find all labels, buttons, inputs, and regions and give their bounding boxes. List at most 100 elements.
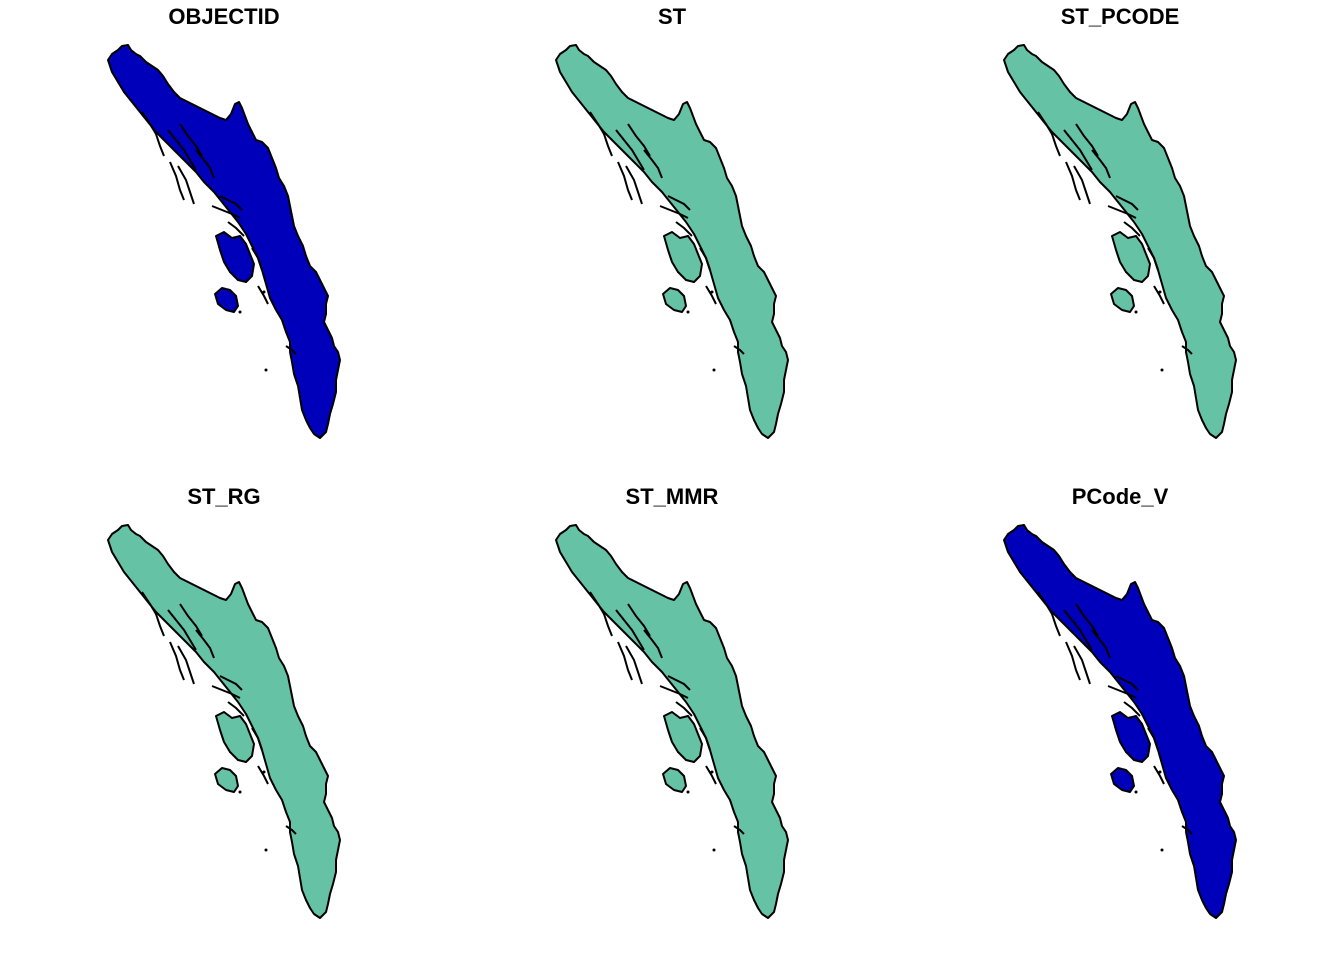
region-map xyxy=(555,44,789,439)
small-islet xyxy=(712,368,716,372)
peninsula-region xyxy=(1111,231,1151,283)
region-map xyxy=(555,524,789,919)
coastline-detail xyxy=(659,685,689,699)
coastline-detail xyxy=(1063,129,1093,171)
coastline-detail xyxy=(141,591,165,637)
coastline-detail xyxy=(179,603,203,637)
region-map xyxy=(107,524,341,919)
coastline-detail xyxy=(699,247,711,271)
coastline-detail xyxy=(1075,123,1099,157)
coastline-detail xyxy=(219,675,243,691)
panel-title: OBJECTID xyxy=(168,4,280,29)
mainland-region xyxy=(107,44,341,439)
island-region xyxy=(1110,287,1135,313)
coastline-detail xyxy=(169,641,185,681)
coastline-detail xyxy=(625,165,643,205)
coastline-detail xyxy=(177,645,195,685)
coastline-detail xyxy=(627,123,651,157)
coastline-detail xyxy=(617,641,633,681)
peninsula-region xyxy=(215,711,255,763)
mainland-region xyxy=(555,44,789,439)
small-islet xyxy=(264,848,268,852)
coastline-detail xyxy=(589,111,613,157)
coastline-detail xyxy=(1147,727,1159,751)
map-panel-st-pcode: ST_PCODE xyxy=(896,0,1344,480)
coastline-detail xyxy=(667,195,691,211)
coastline-detail xyxy=(625,645,643,685)
coastline-detail xyxy=(589,591,613,637)
small-islet xyxy=(686,790,690,794)
coastline-detail xyxy=(167,129,197,171)
coastline-detail xyxy=(1115,675,1139,691)
coastline-detail xyxy=(615,129,645,171)
small-islet xyxy=(238,310,242,314)
coastline-detail xyxy=(1147,247,1159,271)
small-islet xyxy=(1158,290,1162,294)
coastline-detail xyxy=(1073,645,1091,685)
coastline-detail xyxy=(1037,591,1061,637)
coastline-detail xyxy=(167,609,197,651)
coastline-detail xyxy=(1115,195,1139,211)
small-islet xyxy=(1134,310,1138,314)
coastline-detail xyxy=(1065,161,1081,201)
coastline-detail xyxy=(1153,285,1165,305)
coastline-detail xyxy=(1107,205,1137,219)
coastline-detail xyxy=(733,825,745,835)
coastline-detail xyxy=(659,205,689,219)
coastline-detail xyxy=(1065,641,1081,681)
region-map xyxy=(107,44,341,439)
small-islet xyxy=(1158,770,1162,774)
map-panel-st: ST xyxy=(448,0,896,480)
coastline-detail xyxy=(643,629,663,659)
coastline-detail xyxy=(1181,825,1193,835)
mainland-region xyxy=(1003,524,1237,919)
small-islet xyxy=(1134,790,1138,794)
coastline-detail xyxy=(1091,629,1111,659)
coastline-detail xyxy=(195,149,215,179)
coastline-detail xyxy=(257,285,269,305)
coastline-detail xyxy=(643,149,663,179)
small-islet xyxy=(712,848,716,852)
coastline-detail xyxy=(195,629,215,659)
coastline-detail xyxy=(733,345,745,355)
island-region xyxy=(1110,767,1135,793)
panel-title: ST_PCODE xyxy=(1060,4,1180,29)
map-panel-pcode-v: PCode_V xyxy=(896,480,1344,960)
coastline-detail xyxy=(627,603,651,637)
small-islet xyxy=(238,790,242,794)
small-islet xyxy=(264,368,268,372)
map-panel-st-mmr: ST_MMR xyxy=(448,480,896,960)
coastline-detail xyxy=(675,701,693,717)
island-region xyxy=(662,287,687,313)
small-islet xyxy=(262,770,266,774)
coastline-detail xyxy=(211,205,241,219)
coastline-detail xyxy=(615,609,645,651)
small-islet xyxy=(710,770,714,774)
peninsula-region xyxy=(663,711,703,763)
coastline-detail xyxy=(285,825,297,835)
coastline-detail xyxy=(699,727,711,751)
coastline-detail xyxy=(251,727,263,751)
panel-title: ST_MMR xyxy=(625,484,719,509)
peninsula-region xyxy=(215,231,255,283)
coastline-detail xyxy=(257,765,269,785)
mainland-region xyxy=(107,524,341,919)
coastline-detail xyxy=(1123,221,1141,237)
small-islet xyxy=(1160,848,1164,852)
coastline-detail xyxy=(169,161,185,201)
coastline-detail xyxy=(1181,345,1193,355)
island-region xyxy=(214,287,239,313)
small-islet xyxy=(1160,368,1164,372)
coastline-detail xyxy=(1091,149,1111,179)
coastline-detail xyxy=(179,123,203,157)
coastline-detail xyxy=(1037,111,1061,157)
panel-title: ST_RG xyxy=(187,484,261,509)
island-region xyxy=(214,767,239,793)
mainland-region xyxy=(1003,44,1237,439)
map-panel-st-rg: ST_RG xyxy=(0,480,448,960)
coastline-detail xyxy=(219,195,243,211)
coastline-detail xyxy=(141,111,165,157)
coastline-detail xyxy=(227,221,245,237)
coastline-detail xyxy=(1123,701,1141,717)
coastline-detail xyxy=(177,165,195,205)
